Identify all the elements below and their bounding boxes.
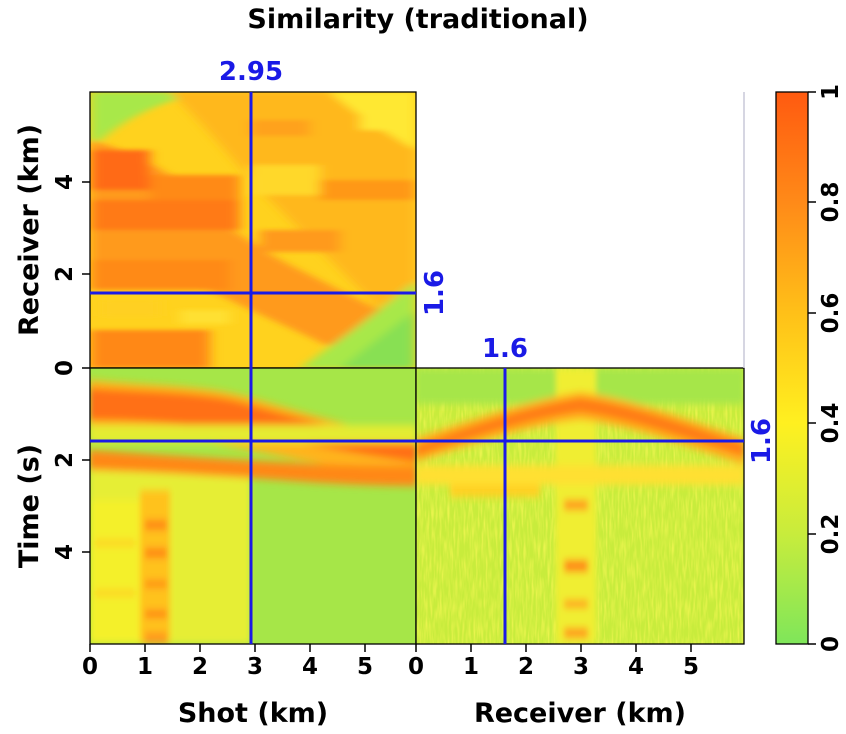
- receiver-x-tick-3: 3: [573, 654, 589, 680]
- panel-bottom-right-texture: [416, 368, 744, 644]
- receiver-axis-label: Receiver (km): [14, 124, 45, 336]
- y-axis-ticks: [82, 181, 90, 553]
- shot-tick-5: 5: [357, 654, 373, 680]
- receiver-x-tick-1: 1: [463, 654, 479, 680]
- time-axis-label: Time (s): [14, 444, 45, 568]
- panel-bottom-left: [90, 368, 416, 644]
- panel-top-left: [90, 92, 416, 368]
- colorbar-tick-0: 0: [818, 636, 844, 652]
- receiver-tick-4: 4: [52, 174, 78, 190]
- shot-axis-label: Shot (km): [178, 698, 328, 729]
- panel-bottom-right-frame: [415, 367, 745, 645]
- time-tick-4: 4: [52, 544, 78, 560]
- receiver-x-tick-4: 4: [628, 654, 644, 680]
- panel-top-left-texture: [90, 92, 416, 368]
- colorbar-tick-0.2: 0.2: [818, 514, 844, 555]
- crosshair-receiver-top-label: 1.6: [482, 334, 528, 364]
- shot-tick-4: 4: [302, 654, 318, 680]
- panel-bottom-left-texture: [90, 380, 416, 644]
- x-axis-ticks: [89, 644, 692, 652]
- shot-tick-3: 3: [247, 654, 263, 680]
- receiver-x-tick-0: 0: [408, 654, 424, 680]
- receiver-x-tick-5: 5: [683, 654, 699, 680]
- panel-bottom-right: [416, 368, 744, 644]
- receiver-tick-2: 2: [52, 266, 78, 282]
- shot-tick-0: 0: [82, 654, 98, 680]
- receiver-x-axis-label: Receiver (km): [474, 698, 686, 729]
- colorbar-ticks: [808, 91, 816, 645]
- time-tick-2: 2: [52, 452, 78, 468]
- shared-tick-0: 0: [52, 360, 78, 376]
- crosshair-receiver-side-label: 1.6: [420, 270, 450, 316]
- crosshair-shot-label: 2.95: [219, 57, 283, 87]
- crosshair-time-label: 1.6: [747, 418, 777, 464]
- shot-tick-2: 2: [192, 654, 208, 680]
- colorbar-tick-0.4: 0.4: [818, 403, 844, 444]
- shot-tick-1: 1: [137, 654, 153, 680]
- colorbar-tick-0.8: 0.8: [818, 182, 844, 223]
- colorbar: [775, 91, 809, 645]
- chart-title: Similarity (traditional): [247, 4, 588, 35]
- colorbar-tick-1: 1: [818, 84, 844, 100]
- receiver-x-tick-2: 2: [518, 654, 534, 680]
- crosshair: [90, 92, 744, 644]
- colorbar-tick-0.6: 0.6: [818, 293, 844, 334]
